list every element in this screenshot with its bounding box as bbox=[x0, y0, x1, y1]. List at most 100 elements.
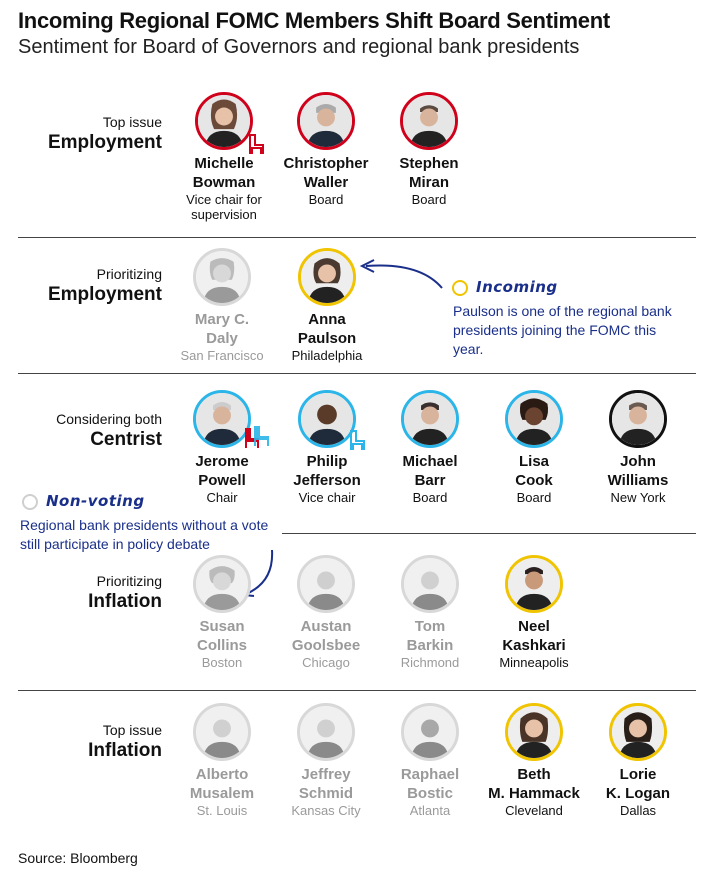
chair-icon bbox=[350, 430, 365, 450]
portrait bbox=[505, 703, 563, 761]
person-michael-barr: Michael Barr Board bbox=[370, 390, 490, 505]
person-first-name: Raphael bbox=[400, 766, 460, 783]
row-label-small: Top issue bbox=[102, 114, 162, 130]
person-silhouette-icon bbox=[300, 706, 352, 758]
person-last-name: Collins bbox=[196, 637, 247, 654]
person-role: Chair bbox=[206, 490, 238, 505]
person-stephen-miran: Stephen Miran Board bbox=[369, 92, 489, 207]
person-last-name: Bowman bbox=[192, 174, 256, 191]
person-first-name: Jeffrey bbox=[301, 766, 351, 783]
person-alberto-musalem: Alberto Musalem St. Louis bbox=[162, 703, 282, 818]
person-role: Minneapolis bbox=[499, 655, 569, 670]
chairs-icon bbox=[245, 426, 269, 448]
person-first-name: Anna bbox=[308, 311, 346, 328]
person-role: Kansas City bbox=[291, 803, 361, 818]
row-label-small: Prioritizing bbox=[96, 573, 162, 589]
row-label-prioritizing-employment: Prioritizing Employment bbox=[12, 266, 162, 306]
person-role: Cleveland bbox=[505, 803, 563, 818]
row-label-small: Considering both bbox=[56, 411, 162, 427]
portrait bbox=[195, 92, 253, 150]
person-last-name: Powell bbox=[198, 472, 246, 489]
person-last-name: Paulson bbox=[297, 330, 357, 347]
person-silhouette-icon bbox=[196, 251, 248, 303]
row-label-small: Top issue bbox=[102, 722, 162, 738]
person-silhouette-icon bbox=[300, 95, 352, 147]
person-first-name: Beth bbox=[517, 766, 551, 783]
portrait bbox=[400, 92, 458, 150]
person-first-name: Philip bbox=[306, 453, 348, 470]
chair-icon bbox=[249, 134, 264, 154]
portrait bbox=[193, 703, 251, 761]
person-role: Board bbox=[516, 490, 552, 505]
person-last-name: Kashkari bbox=[502, 637, 566, 654]
person-role: Board bbox=[308, 192, 344, 207]
divider bbox=[18, 237, 696, 238]
person-first-name: Christopher bbox=[283, 155, 369, 172]
portrait bbox=[297, 703, 355, 761]
source-note: Source: Bloomberg bbox=[18, 850, 138, 866]
annotation-incoming-heading: Incoming bbox=[476, 278, 558, 296]
annotation-nonvoting-heading: Non-voting bbox=[46, 492, 145, 510]
person-first-name: Alberto bbox=[195, 766, 249, 783]
person-silhouette-icon bbox=[300, 558, 352, 610]
person-last-name: Williams bbox=[607, 472, 669, 489]
portrait bbox=[401, 390, 459, 448]
person-role: St. Louis bbox=[196, 803, 248, 818]
person-role: New York bbox=[610, 490, 666, 505]
row-label-big: Employment bbox=[47, 284, 162, 305]
person-silhouette-icon bbox=[403, 95, 455, 147]
annotation-arrow-icon bbox=[359, 259, 443, 289]
annotation-incoming-text: Paulson is one of the regional bank pres… bbox=[453, 303, 672, 357]
person-role: Richmond bbox=[400, 655, 460, 670]
person-first-name: Michelle bbox=[194, 155, 254, 172]
divider bbox=[18, 373, 696, 374]
person-austan-goolsbee: Austan Goolsbee Chicago bbox=[266, 555, 386, 670]
person-last-name: Goolsbee bbox=[291, 637, 361, 654]
incoming-marker-icon bbox=[452, 280, 468, 296]
person-silhouette-icon bbox=[301, 251, 353, 303]
person-tom-barkin: Tom Barkin Richmond bbox=[370, 555, 490, 670]
portrait bbox=[609, 390, 667, 448]
person-last-name: Daly bbox=[206, 330, 238, 347]
person-role: Philadelphia bbox=[291, 348, 363, 363]
person-last-name: Barkin bbox=[406, 637, 454, 654]
portrait bbox=[193, 555, 251, 613]
person-first-name: John bbox=[620, 453, 656, 470]
person-first-name: Susan bbox=[199, 618, 245, 635]
person-first-name: Stephen bbox=[399, 155, 459, 172]
person-first-name: Michael bbox=[402, 453, 458, 470]
portrait bbox=[609, 703, 667, 761]
person-silhouette-icon bbox=[612, 706, 664, 758]
divider bbox=[18, 690, 696, 691]
person-first-name: Mary C. bbox=[194, 311, 250, 328]
portrait bbox=[401, 555, 459, 613]
person-first-name: Tom bbox=[414, 618, 446, 635]
person-silhouette-icon bbox=[404, 558, 456, 610]
row-label-small: Prioritizing bbox=[96, 266, 162, 282]
row-label-big: Centrist bbox=[90, 429, 162, 450]
annotation-nonvoting-text: Regional bank presidents without a vote … bbox=[20, 517, 269, 552]
portrait bbox=[297, 92, 355, 150]
row-label-big: Inflation bbox=[88, 740, 162, 761]
person-jerome-powell: Jerome Powell Chair bbox=[162, 390, 282, 505]
person-silhouette-icon bbox=[198, 95, 250, 147]
person-raphael-bostic: Raphael Bostic Atlanta bbox=[370, 703, 490, 818]
person-lorie-logan: Lorie K. Logan Dallas bbox=[578, 703, 698, 818]
person-susan-collins: Susan Collins Boston bbox=[162, 555, 282, 670]
person-role: Dallas bbox=[619, 803, 657, 818]
person-jeffrey-schmid: Jeffrey Schmid Kansas City bbox=[266, 703, 386, 818]
person-role: Board bbox=[412, 490, 448, 505]
divider bbox=[282, 533, 696, 534]
chart-subtitle: Sentiment for Board of Governors and reg… bbox=[18, 36, 580, 58]
portrait bbox=[505, 555, 563, 613]
person-mary-daly: Mary C. Daly San Francisco bbox=[162, 248, 282, 363]
person-christopher-waller: Christopher Waller Board bbox=[266, 92, 386, 207]
person-last-name: Schmid bbox=[298, 785, 354, 802]
person-silhouette-icon bbox=[196, 393, 248, 445]
person-silhouette-icon bbox=[612, 393, 664, 445]
person-neel-kashkari: Neel Kashkari Minneapolis bbox=[474, 555, 594, 670]
person-role: Boston bbox=[201, 655, 243, 670]
portrait bbox=[298, 248, 356, 306]
person-role: Chicago bbox=[302, 655, 350, 670]
person-last-name: Barr bbox=[414, 472, 446, 489]
